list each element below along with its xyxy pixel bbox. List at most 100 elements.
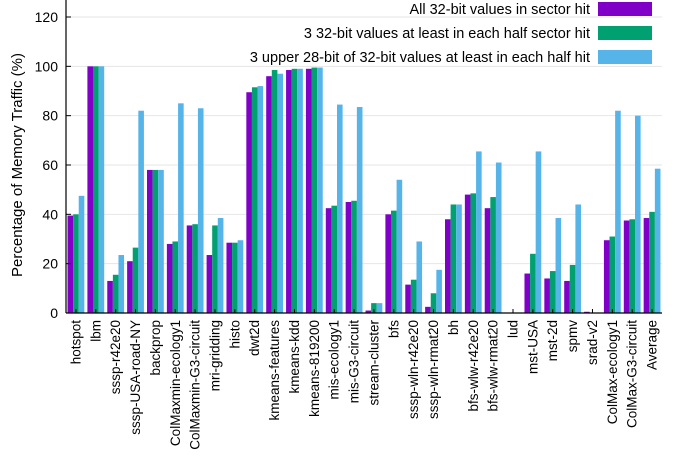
bar bbox=[158, 169, 164, 313]
bar bbox=[391, 210, 397, 313]
legend-label: 3 32-bit values at least in each half se… bbox=[304, 26, 590, 42]
bar bbox=[490, 197, 496, 313]
bar bbox=[615, 110, 621, 313]
bar bbox=[291, 68, 298, 313]
x-category-label: sssp-wln-r42e20 bbox=[406, 320, 421, 419]
bar bbox=[172, 241, 179, 313]
bar bbox=[623, 220, 630, 313]
x-category-label: mri-gridding bbox=[208, 320, 223, 391]
bar bbox=[78, 195, 85, 313]
bar bbox=[603, 240, 610, 313]
bar bbox=[98, 66, 105, 313]
x-category-label: srad-v2 bbox=[585, 320, 600, 365]
x-category-label: ColMaxmin-ecology1 bbox=[168, 320, 183, 446]
x-category-label: sssp-r42e20 bbox=[108, 320, 123, 394]
bar bbox=[564, 280, 570, 313]
legend-swatch bbox=[598, 2, 652, 16]
x-category-label: mst-2d bbox=[545, 320, 560, 361]
x-category-label: mis-ecology1 bbox=[327, 320, 342, 400]
bar bbox=[232, 242, 238, 313]
legend: All 32-bit values in sector hit 3 32-bit … bbox=[250, 2, 652, 66]
bar bbox=[305, 68, 312, 313]
bar bbox=[271, 70, 278, 313]
bar bbox=[132, 247, 139, 313]
y-tick-label: 40 bbox=[42, 206, 58, 222]
bar bbox=[450, 204, 457, 313]
x-category-label: histo bbox=[227, 320, 242, 349]
x-category-label: ColMaxmin-G3-circuit bbox=[188, 320, 203, 450]
y-tick-labels: 0 20 40 60 80 100 120 bbox=[35, 9, 59, 321]
x-tick-labels: hotspot lbm sssp-r42e20 sssp-USA-road-NY bac… bbox=[68, 319, 659, 449]
x-category-label: ColMax-ecology1 bbox=[605, 320, 620, 424]
gridlines bbox=[66, 16, 662, 314]
y-tick-label: 80 bbox=[42, 108, 58, 124]
bar bbox=[251, 87, 258, 313]
x-category-label: spmv bbox=[565, 320, 580, 353]
x-category-label: backprop bbox=[148, 320, 163, 376]
bar bbox=[371, 303, 377, 313]
bar bbox=[530, 253, 536, 313]
bar bbox=[654, 168, 661, 313]
legend-swatch bbox=[598, 26, 652, 40]
bar bbox=[445, 219, 451, 313]
bar bbox=[555, 218, 562, 313]
bar bbox=[93, 66, 99, 313]
x-category-label: bh bbox=[446, 320, 461, 335]
bar bbox=[410, 279, 417, 313]
bar bbox=[470, 193, 477, 313]
x-category-label: Average bbox=[645, 320, 660, 370]
x-category-label: mst-USA bbox=[525, 320, 540, 374]
x-category-label: bfs-wlw-rmat20 bbox=[486, 320, 501, 412]
bar bbox=[430, 293, 437, 313]
bar bbox=[416, 241, 423, 313]
bar bbox=[649, 211, 655, 313]
bar bbox=[325, 208, 332, 313]
bar bbox=[524, 273, 531, 313]
bar bbox=[297, 68, 303, 313]
bar bbox=[127, 261, 133, 313]
bar bbox=[87, 66, 93, 313]
bar bbox=[476, 151, 482, 313]
bar bbox=[237, 240, 244, 313]
bar bbox=[396, 179, 403, 313]
y-tick-label: 0 bbox=[50, 305, 58, 321]
bar bbox=[107, 280, 113, 313]
x-category-label: bfs-wlw-r42e20 bbox=[466, 320, 481, 412]
x-category-label: kmeans-819200 bbox=[307, 320, 322, 417]
bar bbox=[206, 255, 213, 313]
bar bbox=[629, 219, 635, 313]
x-category-label: lud bbox=[506, 320, 521, 338]
bar bbox=[317, 67, 323, 313]
bar bbox=[351, 200, 357, 313]
bar bbox=[535, 151, 542, 313]
y-tick-label: 100 bbox=[35, 58, 59, 74]
bar bbox=[436, 269, 442, 313]
y-tick-label: 60 bbox=[42, 157, 58, 173]
x-category-label: dwt2d bbox=[247, 320, 262, 356]
y-axis-title: Percentage of Memory Traffic (%) bbox=[9, 53, 26, 277]
bar bbox=[376, 303, 383, 313]
bar bbox=[345, 202, 352, 313]
bar bbox=[609, 236, 616, 313]
bar bbox=[257, 86, 264, 313]
bar bbox=[67, 215, 74, 313]
bar bbox=[118, 255, 125, 313]
bar bbox=[569, 264, 576, 313]
bar bbox=[266, 76, 272, 313]
x-category-label: hotspot bbox=[68, 320, 83, 365]
x-category-label: kmeans-kdd bbox=[287, 320, 302, 394]
bar bbox=[575, 204, 581, 313]
bar bbox=[217, 218, 224, 313]
bar bbox=[178, 103, 184, 313]
bar bbox=[484, 208, 491, 313]
bar bbox=[337, 104, 343, 313]
bar bbox=[152, 169, 159, 313]
y-tick-label: 120 bbox=[35, 9, 59, 25]
bar bbox=[456, 204, 462, 313]
x-category-label: lbm bbox=[88, 320, 103, 342]
bar bbox=[584, 311, 590, 313]
bar bbox=[385, 214, 391, 313]
bar bbox=[425, 306, 431, 313]
